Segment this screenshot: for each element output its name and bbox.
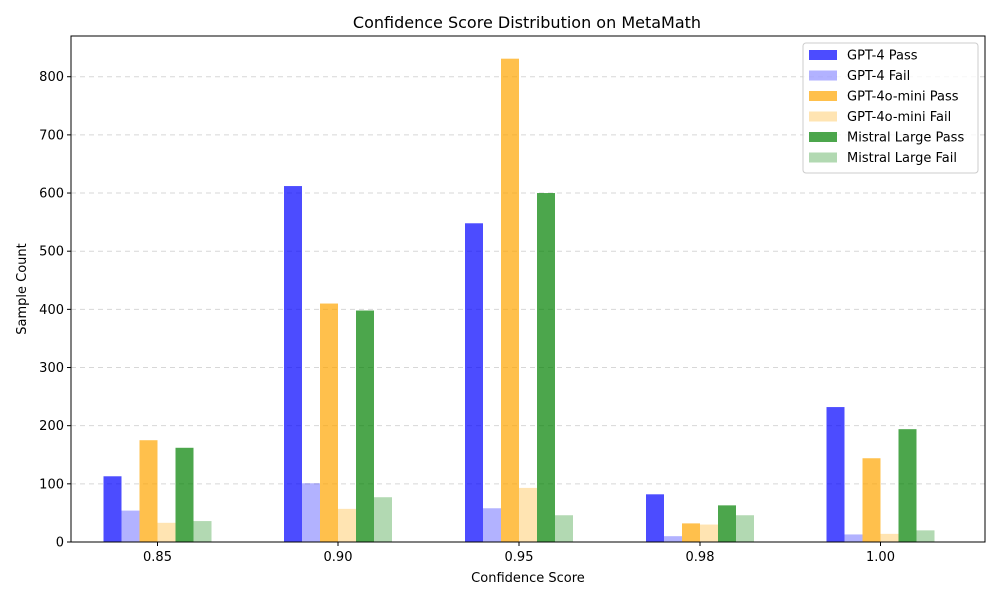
bar-gpt-4-pass-0.85 [103,476,122,542]
legend: GPT-4 Pass GPT-4 Fail GPT-4o-mini Pass GPT-… [802,42,979,174]
bar-mistral-large-fail-0.90 [374,497,392,542]
y-tick-label: 200 [39,419,64,434]
y-tick-label: 700 [39,128,64,143]
bar-gpt-4o-mini-pass-0.95 [501,58,519,542]
bar-mistral-large-fail-0.85 [193,521,212,542]
y-tick-label: 500 [39,245,64,260]
x-tick-label: 0.95 [505,550,534,565]
bar-mistral-large-fail-1.00 [916,530,935,542]
bar-layer [103,58,935,542]
bar-mistral-large-pass-0.95 [537,193,555,542]
bar-gpt-4-pass-1.00 [826,407,845,542]
y-tick-label: 100 [39,477,64,492]
legend-label: GPT-4 Fail [847,69,910,84]
bar-mistral-large-pass-0.85 [175,447,194,542]
y-tick-label: 600 [39,187,64,202]
x-tick-label: 1.00 [866,550,895,565]
bar-gpt-4o-mini-fail-0.98 [700,524,718,542]
y-tick-label: 0 [56,536,64,551]
x-axis-title: Confidence Score [471,571,585,586]
bar-gpt-4-fail-0.98 [664,536,682,542]
legend-box [802,42,979,174]
x-axis: 0.85 0.90 0.95 0.98 1.00 [143,542,895,565]
bar-gpt-4-fail-0.95 [483,508,501,542]
legend-label: GPT-4o-mini Fail [847,110,951,125]
legend-swatch [809,111,837,122]
bar-gpt-4-pass-0.90 [284,186,302,542]
bar-mistral-large-pass-0.98 [718,505,736,542]
bar-gpt-4o-mini-pass-0.85 [139,440,158,542]
legend-swatch [809,152,837,163]
bar-gpt-4o-mini-pass-0.90 [320,303,338,542]
bar-gpt-4-fail-1.00 [844,534,863,542]
y-axis-title: Sample Count [15,243,30,334]
legend-swatch [809,50,837,60]
plot-frame [70,35,986,543]
y-tick-label: 300 [39,361,64,376]
legend-label: GPT-4 Pass [847,49,918,64]
x-tick-label: 0.90 [324,550,353,565]
bar-gpt-4o-mini-pass-1.00 [862,458,881,542]
x-tick-label: 0.98 [686,550,715,565]
bar-mistral-large-pass-1.00 [898,429,917,542]
x-tick-label: 0.85 [143,550,172,565]
y-tick-label: 400 [39,303,64,318]
bar-gpt-4-fail-0.85 [121,510,140,542]
legend-swatch [809,70,837,81]
bar-gpt-4o-mini-pass-0.98 [682,523,700,542]
bar-gpt-4-pass-0.98 [646,494,664,542]
legend-swatch [809,91,837,101]
bar-mistral-large-pass-0.90 [356,310,374,542]
y-axis: 0 100 200 300 400 500 600 700 800 [39,70,71,551]
bar-gpt-4o-mini-fail-0.85 [157,522,176,542]
bar-mistral-large-fail-0.98 [736,515,754,542]
bar-gpt-4o-mini-fail-0.90 [338,508,356,542]
legend-label: Mistral Large Pass [847,131,964,146]
bar-gpt-4-fail-0.90 [302,483,320,542]
bar-gpt-4o-mini-fail-1.00 [880,533,899,542]
legend-swatch [809,132,837,142]
bar-gpt-4o-mini-fail-0.95 [519,487,537,542]
bar-mistral-large-fail-0.95 [555,515,573,542]
legend-label: Mistral Large Fail [847,151,957,166]
y-tick-label: 800 [39,70,64,85]
legend-label: GPT-4o-mini Pass [847,90,959,105]
chart-title: Confidence Score Distribution on MetaMat… [353,13,701,32]
bar-gpt-4-pass-0.95 [465,223,483,542]
